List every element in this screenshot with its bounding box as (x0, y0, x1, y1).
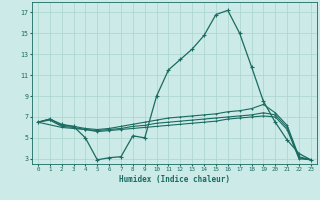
X-axis label: Humidex (Indice chaleur): Humidex (Indice chaleur) (119, 175, 230, 184)
